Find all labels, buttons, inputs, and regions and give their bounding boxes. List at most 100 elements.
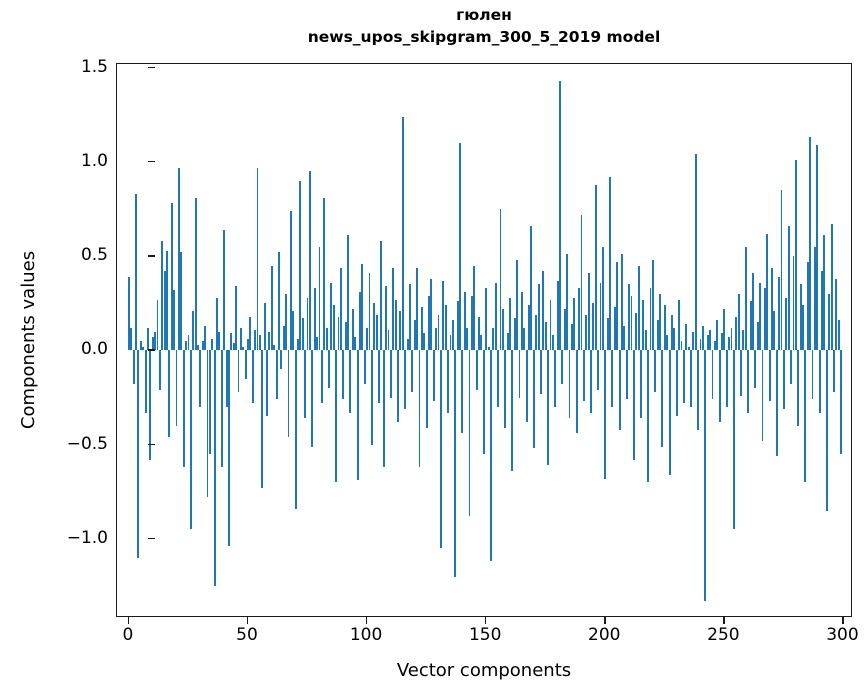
bar: [709, 329, 712, 351]
bar: [468, 350, 471, 517]
bar: [559, 80, 561, 351]
bar: [232, 342, 235, 351]
bar: [342, 350, 345, 400]
bar: [411, 350, 414, 392]
bar: [132, 350, 135, 385]
bar: [671, 314, 673, 351]
bar: [682, 350, 685, 404]
bar: [320, 350, 323, 404]
bar: [628, 284, 631, 351]
bar: [754, 350, 757, 389]
bar: [792, 256, 795, 351]
bar: [306, 297, 309, 351]
bar: [823, 235, 826, 351]
bar: [816, 145, 819, 351]
bar: [261, 350, 264, 488]
bar: [532, 350, 535, 449]
bar: [394, 299, 397, 351]
bar: [168, 350, 171, 438]
y-tick-mark: [148, 537, 155, 540]
bar: [606, 318, 609, 351]
bar: [347, 235, 349, 351]
bar: [656, 320, 659, 351]
bar: [294, 350, 297, 509]
y-tick-mark: [148, 160, 155, 163]
bar: [513, 318, 516, 351]
bar: [561, 350, 564, 385]
bar: [811, 350, 814, 400]
bar: [735, 316, 738, 351]
bar: [323, 197, 326, 351]
bar: [192, 310, 195, 351]
bar: [663, 305, 666, 351]
bar: [649, 288, 652, 351]
bar: [485, 288, 488, 351]
bar: [397, 350, 399, 422]
y-tick-mark: [148, 66, 155, 69]
chart-title: гюлен news_upos_skipgram_300_5_2019 mode…: [116, 4, 852, 48]
bar: [775, 350, 778, 456]
bar: [694, 154, 697, 351]
bar: [728, 337, 731, 351]
y-tick-label: −0.5: [66, 433, 108, 454]
bar: [139, 341, 142, 351]
bar: [363, 350, 366, 385]
bar: [197, 344, 199, 351]
bar: [247, 339, 249, 351]
bar: [706, 335, 709, 351]
bar: [625, 350, 628, 400]
bar: [242, 346, 245, 351]
bar: [716, 320, 719, 351]
bar: [570, 324, 573, 351]
x-tick-label: 200: [588, 625, 621, 645]
y-tick-label: 1.5: [80, 56, 108, 77]
bar: [366, 327, 369, 351]
bar: [406, 339, 409, 351]
bar: [449, 335, 452, 351]
bar: [399, 310, 402, 351]
bar: [611, 350, 614, 407]
bar: [194, 197, 197, 351]
bar: [525, 350, 528, 422]
bar: [752, 273, 754, 351]
bar: [771, 267, 773, 351]
x-tick-mark: [485, 617, 487, 624]
bar: [840, 350, 843, 455]
y-tick-label: 1.0: [80, 150, 108, 171]
bar: [137, 350, 140, 558]
y-axis-ticks: −1.0 −0.5 0.0 0.5 1.0 1.5: [40, 0, 155, 696]
bar: [356, 350, 359, 481]
bar: [578, 288, 581, 351]
bar: [797, 350, 800, 426]
bar: [289, 210, 292, 351]
bar: [185, 341, 187, 351]
bar: [554, 350, 557, 407]
bar: [478, 316, 480, 351]
bar: [182, 350, 185, 468]
bar: [749, 301, 752, 351]
bar: [590, 350, 592, 413]
bar-series: [117, 64, 851, 616]
bar: [282, 325, 285, 351]
bar: [566, 254, 569, 351]
bar: [280, 350, 283, 370]
bar: [375, 314, 378, 351]
bar: [423, 333, 426, 351]
bar: [604, 350, 607, 479]
bar: [154, 331, 157, 351]
bar: [268, 331, 271, 351]
bar: [378, 350, 380, 404]
y-tick-label: 0.0: [80, 339, 108, 360]
bar: [380, 241, 383, 351]
chart-title-line-1: гюлен: [456, 6, 512, 24]
bar: [480, 335, 483, 351]
bar: [563, 308, 566, 351]
bar: [623, 325, 626, 351]
bar: [328, 350, 330, 389]
x-tick-label: 150: [468, 625, 502, 645]
bar: [799, 284, 802, 351]
bar: [287, 350, 290, 438]
bar: [211, 339, 214, 351]
x-tick-mark: [842, 617, 844, 624]
